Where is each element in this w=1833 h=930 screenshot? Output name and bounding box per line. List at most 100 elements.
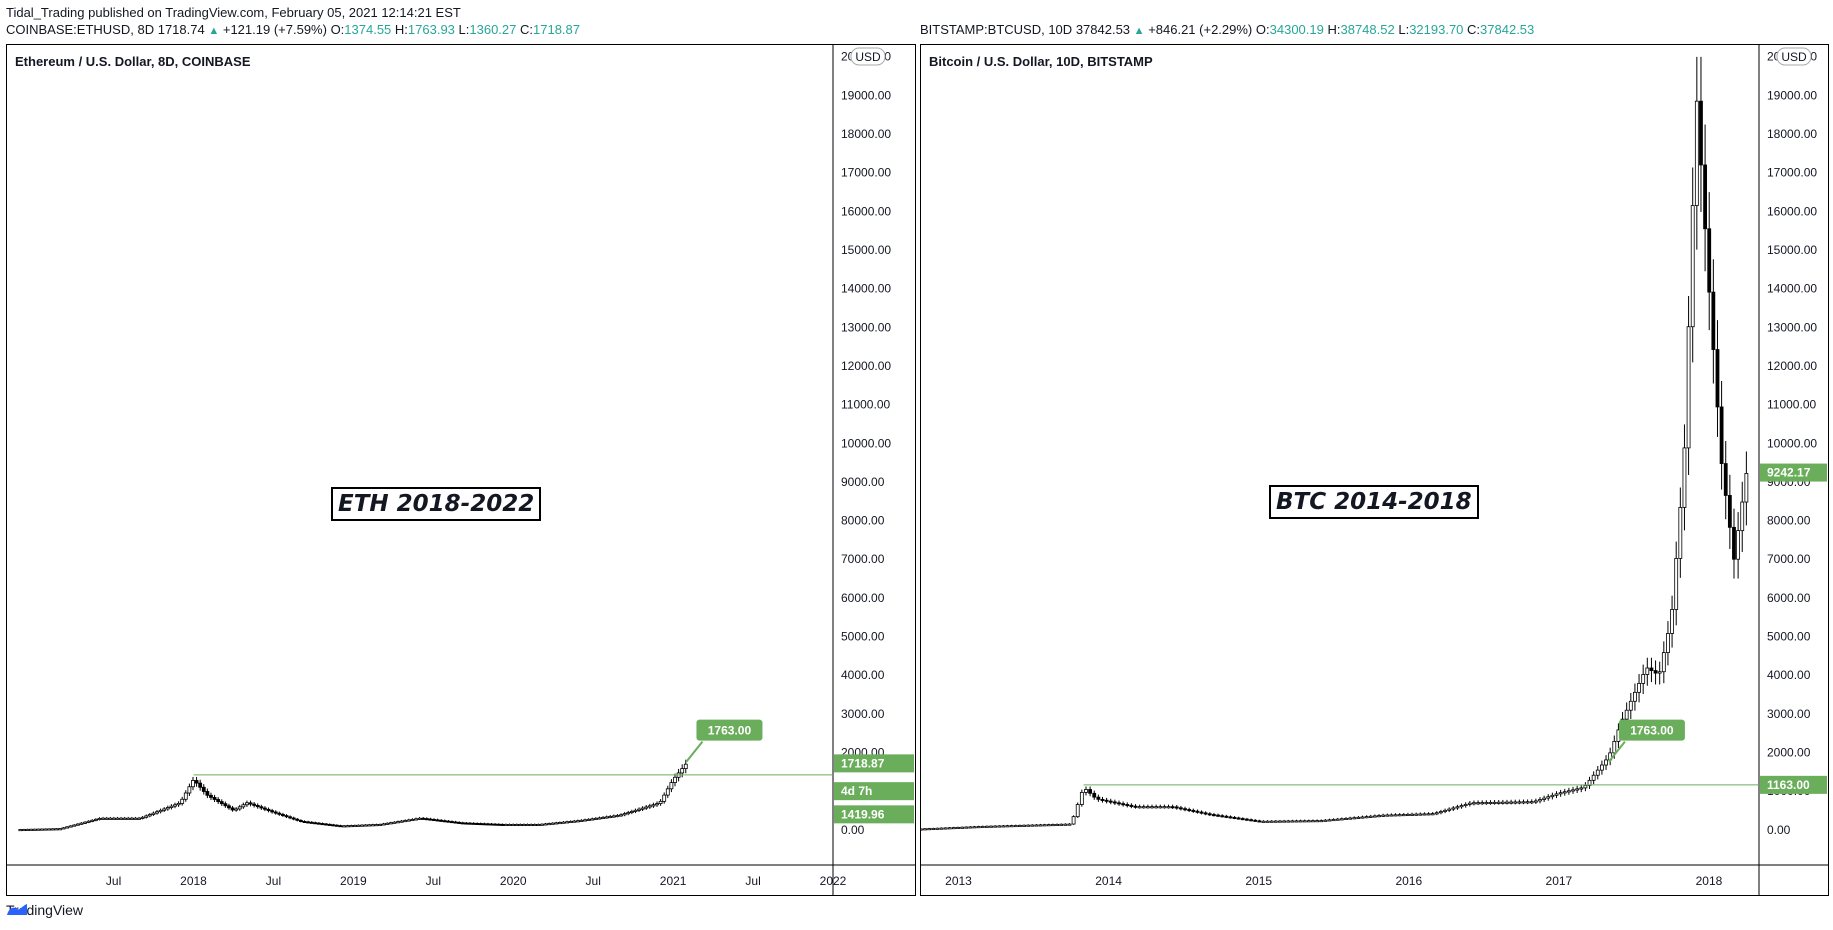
candle <box>165 807 170 810</box>
candle <box>40 828 44 831</box>
candle <box>651 804 656 807</box>
eth-open: 1374.55 <box>344 22 392 37</box>
y-tick-label: 7000.00 <box>841 552 885 566</box>
candle <box>993 825 998 828</box>
callout-pointer <box>1608 741 1626 763</box>
candle <box>1084 789 1088 793</box>
candle <box>1505 801 1509 804</box>
candle <box>324 823 328 826</box>
candle <box>1298 820 1303 823</box>
candle <box>266 808 271 812</box>
candle <box>115 817 120 820</box>
currency-badge <box>1776 47 1812 66</box>
candle <box>1034 824 1039 827</box>
candle <box>1521 801 1526 804</box>
callout-box <box>696 719 763 741</box>
price-badge-label: 9242.17 <box>1767 466 1811 480</box>
candle <box>241 804 246 808</box>
candle <box>1744 473 1749 503</box>
candle <box>626 812 631 815</box>
candle <box>471 822 476 825</box>
candle <box>374 824 379 827</box>
candle <box>1261 820 1266 823</box>
candle <box>1649 667 1654 671</box>
btc-period-label[interactable]: BTC 2014-2018 <box>1269 485 1479 519</box>
candle <box>989 825 993 828</box>
candle <box>259 806 264 809</box>
candle <box>1451 807 1456 810</box>
candle <box>683 763 688 769</box>
btc-ohlc-bar: BITSTAMP:BTCUSD, 10D 37842.53 ▲ +846.21 … <box>920 22 1534 37</box>
up-arrow-icon: ▲ <box>208 25 220 37</box>
candle <box>1385 814 1390 817</box>
candle <box>439 819 444 822</box>
currency-badge-label: USD <box>1781 50 1807 64</box>
btc-chart-svg[interactable]: 0.001000.002000.003000.004000.005000.006… <box>921 45 1828 895</box>
price-badge-label: 1419.96 <box>841 807 885 821</box>
candle <box>1174 806 1179 809</box>
candle <box>1046 824 1051 827</box>
candle <box>417 817 422 820</box>
candle <box>1018 824 1022 827</box>
x-tick-label: Jul <box>266 874 281 888</box>
candle <box>1232 816 1237 819</box>
candle <box>1682 447 1687 508</box>
candle <box>342 825 346 828</box>
x-tick-label: 2013 <box>945 874 972 888</box>
candle <box>1381 814 1386 817</box>
eth-o-label: O: <box>330 22 345 37</box>
y-tick-label: 18000.00 <box>1767 127 1817 141</box>
price-badge <box>1760 463 1827 482</box>
candle <box>637 808 641 811</box>
x-tick-label: Jul <box>106 874 121 888</box>
candle <box>1096 796 1101 800</box>
price-badge-label: 1163.00 <box>1767 778 1810 792</box>
eth-period-label[interactable]: ETH 2018-2022 <box>331 487 542 521</box>
y-tick-label: 9000.00 <box>841 475 885 489</box>
candle <box>1013 825 1018 828</box>
candle <box>1550 794 1555 798</box>
btc-chart-panel[interactable]: 0.001000.002000.003000.004000.005000.006… <box>920 44 1829 896</box>
eth-h-label: H: <box>394 22 408 37</box>
candle <box>421 817 426 820</box>
candle <box>338 825 343 828</box>
publisher-name[interactable]: Tidal_Trading <box>6 5 85 20</box>
candle <box>460 822 465 825</box>
currency-badge <box>850 47 886 66</box>
candle <box>1732 526 1736 560</box>
candle <box>334 824 339 827</box>
candle <box>644 806 649 809</box>
candle <box>522 823 526 826</box>
candle <box>985 825 989 828</box>
candle <box>1740 501 1745 532</box>
eth-chart-svg[interactable]: 0.001000.002000.003000.004000.005000.006… <box>7 45 915 895</box>
y-tick-label: 15000.00 <box>841 243 891 257</box>
candle <box>669 782 674 790</box>
candle <box>572 820 577 823</box>
candle <box>291 817 296 820</box>
candle <box>370 824 375 827</box>
y-tick-label: 14000.00 <box>1767 282 1817 296</box>
candle <box>1228 816 1233 819</box>
eth-ohlc-bar: COINBASE:ETHUSD, 8D 1718.74 ▲ +121.19 (+… <box>6 22 580 37</box>
eth-chart-panel[interactable]: 0.001000.002000.003000.004000.005000.006… <box>6 44 916 896</box>
candle <box>18 829 23 832</box>
candle <box>927 828 932 831</box>
y-tick-label: 6000.00 <box>841 591 885 605</box>
y-tick-label: 8000.00 <box>841 514 885 528</box>
candle <box>54 828 59 831</box>
candle <box>1480 802 1485 805</box>
candle <box>486 823 490 826</box>
callout-box <box>1618 719 1685 741</box>
candle <box>1628 700 1633 711</box>
candle <box>216 799 221 802</box>
candle <box>1500 801 1505 804</box>
candle <box>1203 812 1208 815</box>
footer-brand[interactable]: TradingView <box>6 902 83 918</box>
y-tick-label: 11000.00 <box>841 398 890 412</box>
candle <box>201 786 206 792</box>
candle <box>1100 798 1105 801</box>
candle <box>1476 802 1480 805</box>
candle <box>205 791 210 796</box>
candle <box>75 823 80 826</box>
